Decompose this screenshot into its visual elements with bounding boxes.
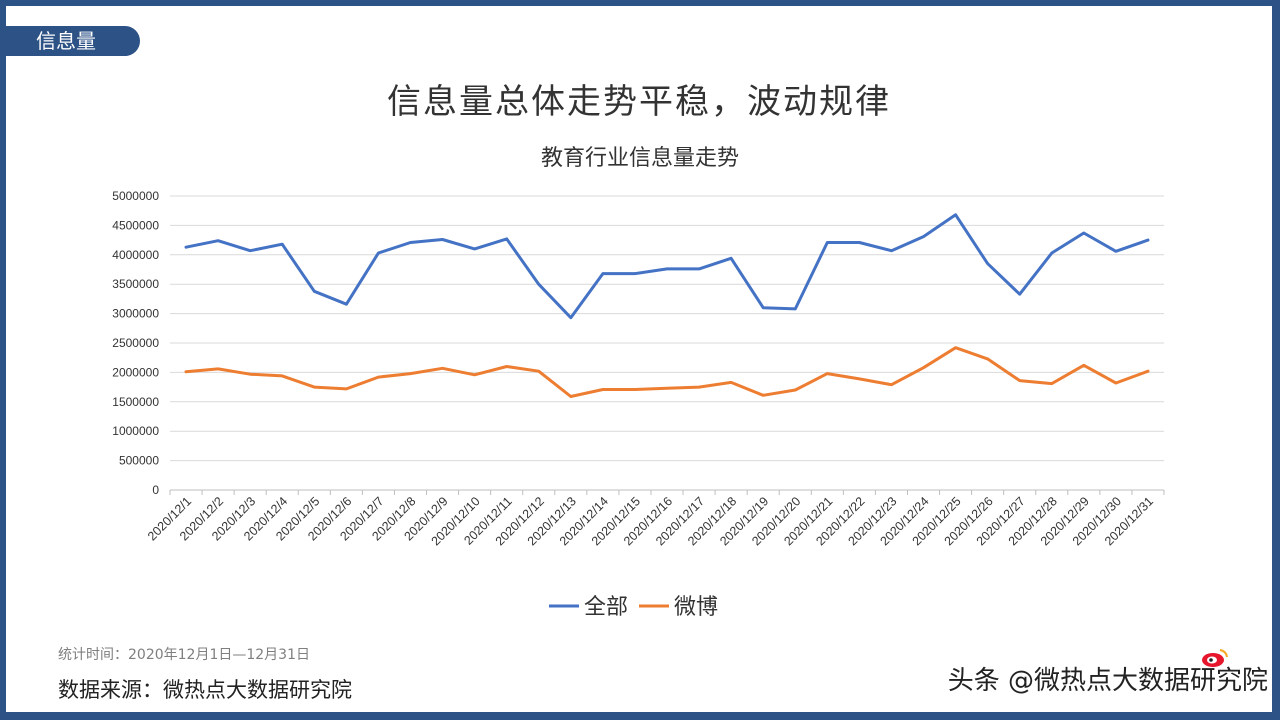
y-tick-label: 3000000 (112, 307, 159, 321)
data-point (313, 385, 316, 389)
weibo-logo-icon (1202, 649, 1228, 667)
data-point (665, 387, 669, 390)
data-point (281, 243, 284, 246)
data-point (1082, 231, 1086, 235)
data-point (1050, 251, 1053, 255)
y-tick-label: 0 (152, 483, 159, 497)
data-point (345, 302, 348, 306)
data-point (954, 346, 957, 349)
data-point (794, 388, 797, 392)
y-tick-label: 500000 (119, 454, 159, 468)
y-tick-label: 2500000 (112, 336, 159, 350)
data-point (858, 377, 861, 381)
legend-label: 微博 (674, 595, 718, 620)
legend-label: 全部 (584, 595, 628, 620)
data-point (345, 387, 348, 391)
section-tag: 信息量 (6, 26, 140, 56)
data-point (216, 367, 220, 371)
data-point (890, 383, 893, 386)
data-point (505, 237, 508, 241)
data-point (281, 374, 284, 378)
data-point (633, 272, 637, 275)
data-point (184, 245, 188, 249)
data-point (1050, 382, 1053, 385)
data-point (922, 366, 925, 369)
data-point (505, 365, 508, 368)
data-point (537, 283, 540, 286)
stat-time-note: 统计时间：2020年12月1日—12月31日 (58, 647, 310, 663)
data-point (569, 316, 573, 319)
data-point (377, 251, 380, 255)
data-point (441, 238, 444, 241)
y-tick-label: 2000000 (112, 365, 159, 379)
data-point (1114, 381, 1118, 385)
y-tick-label: 3500000 (112, 277, 159, 291)
data-point (826, 241, 829, 244)
data-point (890, 249, 893, 252)
data-point (665, 267, 669, 271)
data-point (473, 373, 476, 376)
data-point (377, 375, 380, 379)
data-point (441, 367, 444, 370)
data-point (473, 247, 476, 251)
data-point (697, 385, 701, 389)
data-point (729, 257, 733, 260)
data-point (601, 272, 605, 275)
data-point (858, 241, 861, 244)
data-point (986, 262, 989, 265)
data-point (537, 370, 540, 373)
watermark: 头条 @微热点大数据研究院 (948, 660, 1268, 697)
y-tick-label: 1000000 (112, 424, 159, 438)
data-point (761, 394, 765, 397)
y-tick-label: 5000000 (112, 189, 159, 203)
data-point (794, 307, 797, 311)
data-point (729, 381, 733, 384)
data-point (1018, 379, 1021, 382)
data-point (184, 370, 188, 374)
data-point (954, 213, 957, 217)
slide: 信息量 信息量总体走势平稳，波动规律 统计时间：2020年12月1日—12月31… (6, 6, 1272, 712)
watermark-text: 头条 @微热点大数据研究院 (947, 666, 1268, 696)
data-point (1082, 364, 1086, 367)
y-tick-label: 4500000 (112, 218, 159, 232)
data-point (697, 267, 701, 271)
y-tick-label: 1500000 (112, 395, 159, 409)
data-point (761, 306, 765, 309)
data-point (409, 372, 412, 375)
data-point (313, 290, 316, 293)
data-point (1114, 250, 1118, 253)
data-point (986, 357, 989, 361)
data-point (1018, 292, 1021, 296)
data-point (826, 372, 829, 375)
data-point (1146, 370, 1150, 373)
data-point (1146, 238, 1150, 242)
data-source-note: 数据来源：微热点大数据研究院 (58, 678, 352, 702)
chart-title: 教育行业信息量走势 (540, 146, 739, 171)
data-point (248, 249, 252, 252)
data-point (248, 372, 252, 376)
page-title: 信息量总体走势平稳，波动规律 (387, 82, 891, 122)
data-point (633, 388, 637, 391)
data-point (216, 239, 220, 242)
series-line-all (184, 213, 1150, 320)
data-point (601, 388, 605, 391)
data-point (569, 395, 573, 398)
data-point (409, 241, 412, 244)
y-tick-label: 4000000 (112, 248, 159, 262)
data-point (922, 235, 925, 238)
